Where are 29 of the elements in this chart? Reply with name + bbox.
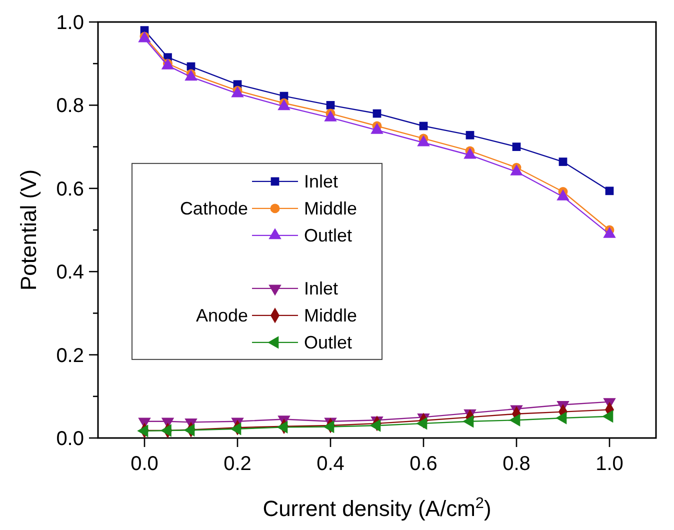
x-tick-label: 1.0 — [596, 453, 624, 475]
x-axis-title: Current density (A/cm$^{2}$) — [262, 494, 492, 521]
point — [605, 186, 614, 196]
y-tick-label: 0.8 — [56, 95, 84, 118]
legend-label: Inlet — [304, 172, 338, 192]
x-tick-label: 0.8 — [502, 453, 530, 475]
point — [558, 158, 568, 166]
legend-label: Outlet — [304, 332, 352, 353]
point — [466, 130, 474, 140]
legend-label: Inlet — [304, 278, 338, 299]
x-tick-label: 0.0 — [130, 453, 158, 475]
point — [419, 122, 428, 130]
annotation: Cathode — [180, 198, 248, 219]
legend-label: Middle — [304, 198, 358, 219]
legend-label: Middle — [304, 306, 358, 326]
y-tick-label: 0.6 — [56, 178, 84, 200]
point — [372, 109, 382, 118]
x-tick-label: 0.6 — [410, 453, 438, 475]
y-tick-label: 0.0 — [56, 428, 84, 450]
y-tick-label: 0.4 — [56, 262, 84, 284]
x-tick-label: 0.2 — [224, 453, 252, 475]
x-tick-label: 0.4 — [316, 453, 344, 475]
y-axis-title: Potential (V) — [16, 169, 41, 291]
annotation: Anode — [196, 306, 248, 326]
point — [512, 142, 521, 151]
legend-label: Outlet — [304, 226, 352, 246]
y-tick-label: 1.0 — [56, 12, 84, 34]
y-tick-label: 0.2 — [56, 344, 84, 367]
point — [326, 101, 335, 110]
